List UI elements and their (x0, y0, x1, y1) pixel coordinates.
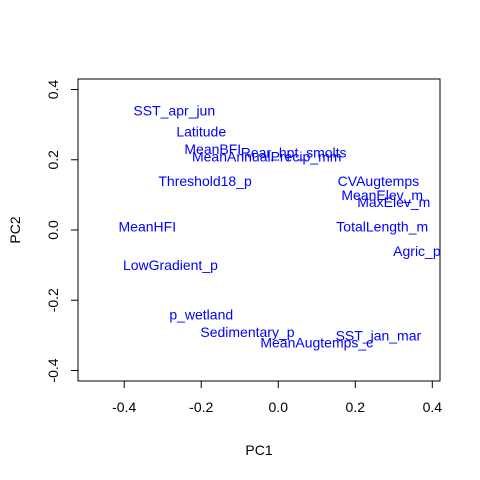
y-tick-label: 0.4 (45, 80, 61, 100)
point-label: TotalLength_m (336, 218, 428, 234)
y-tick-label: -0.2 (45, 288, 61, 312)
point-label: Latitude (176, 124, 226, 140)
point-label: MeanAnnualPrecip_mm (192, 148, 341, 164)
point-label: p_wetland (169, 306, 233, 322)
point-label: SST_jan_mar (336, 327, 422, 343)
point-label: SST_apr_jun (133, 103, 215, 119)
point-label: Threshold18_p (158, 173, 252, 189)
point-label: Sedimentary_p (200, 324, 294, 340)
x-tick-label: -0.4 (112, 399, 136, 415)
y-tick-label: 0.0 (45, 220, 61, 240)
point-label: MeanAugtemps_c (260, 334, 373, 350)
y-tick-label: 0.2 (45, 150, 61, 170)
x-tick-label: 0.0 (269, 399, 289, 415)
x-axis-title: PC1 (245, 442, 272, 458)
point-label: MaxElev_m (357, 194, 430, 210)
point-label: MeanElev_m (341, 187, 423, 203)
point-label: Agric_p (393, 243, 441, 259)
x-axis: -0.4 -0.2 0.0 0.2 0.4 (112, 380, 443, 415)
point-label: LowGradient_p (123, 257, 218, 273)
x-tick-label: 0.4 (423, 399, 443, 415)
y-tick-label: -0.4 (45, 358, 61, 382)
point-label: Rear_hpt_smolts (241, 145, 347, 161)
x-tick-label: 0.2 (346, 399, 366, 415)
point-labels: SST_apr_jun LatitudeMeanBFIMeanAnnualPrec… (119, 103, 441, 351)
point-label: MeanBFI (184, 141, 241, 157)
x-tick-label: -0.2 (189, 399, 213, 415)
point-label: MeanHFI (119, 218, 177, 234)
y-axis-title: PC2 (7, 216, 23, 243)
y-axis: -0.4 -0.2 0.0 0.2 0.4 (45, 80, 79, 383)
point-label: CVAugtemps (338, 173, 419, 189)
